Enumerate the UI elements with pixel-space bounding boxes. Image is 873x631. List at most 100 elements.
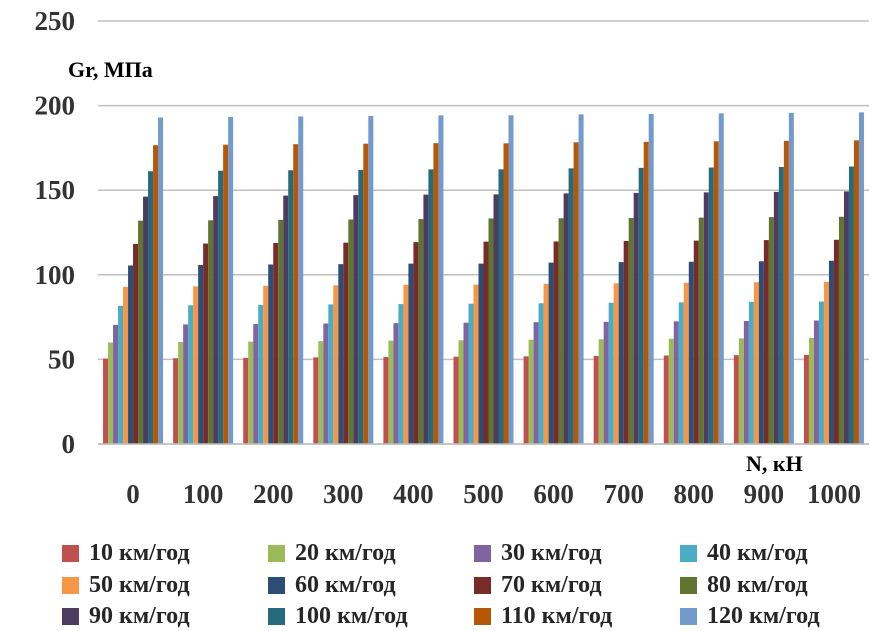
bar [128, 265, 134, 444]
bar [498, 169, 504, 444]
legend-item: 90 км/год [62, 601, 190, 631]
bar [618, 262, 624, 444]
bar [598, 339, 604, 444]
legend-swatch [268, 576, 285, 594]
bar [828, 260, 834, 444]
bar [333, 285, 339, 444]
x-tick-label: 500 [463, 479, 504, 509]
legend-item: 80 км/год [680, 570, 808, 600]
legend-swatch [680, 544, 697, 562]
legend-label: 20 км/год [295, 539, 396, 566]
bar [603, 321, 609, 444]
x-tick-label: 1000 [807, 479, 861, 509]
legend-item: 20 км/год [268, 538, 396, 568]
legend-label: 60 км/год [295, 571, 396, 598]
legend-label: 90 км/год [89, 602, 190, 629]
bar [258, 304, 264, 444]
legend-item: 60 км/год [268, 570, 396, 600]
bar [648, 113, 654, 444]
bar [268, 264, 274, 444]
bar [528, 339, 534, 444]
bar [493, 194, 499, 444]
x-axis-ticks: 0 100 200 300 400 500 600 700 800 900 1000 [126, 479, 861, 509]
bar [623, 240, 629, 444]
bar [203, 243, 209, 444]
bar [283, 195, 289, 444]
legend-swatch [680, 576, 697, 594]
legend-label: 30 км/год [501, 539, 602, 566]
bar [833, 239, 839, 444]
bar [663, 355, 669, 444]
bar [218, 170, 224, 445]
bar [643, 141, 649, 444]
legend-label: 40 км/год [707, 539, 808, 566]
bar [758, 261, 764, 444]
bar [538, 303, 544, 444]
legend-swatch [474, 576, 491, 594]
bar [543, 283, 549, 444]
legend-swatch [268, 607, 285, 625]
y-tick-label: 100 [35, 260, 76, 290]
x-tick-label: 300 [323, 479, 364, 509]
legend-label: 110 км/год [501, 602, 613, 629]
bar [108, 342, 114, 444]
bar [738, 338, 744, 444]
legend-swatch [62, 576, 79, 594]
bar [198, 264, 204, 444]
legend-item: 40 км/год [680, 538, 808, 568]
legend-label: 50 км/год [89, 571, 190, 598]
bar [698, 217, 704, 444]
bar [253, 324, 259, 444]
bar [318, 341, 324, 444]
bar [548, 262, 554, 444]
bar [453, 356, 459, 444]
bar [503, 143, 509, 444]
bar [633, 192, 639, 444]
bar [228, 116, 234, 444]
bar [708, 167, 714, 444]
x-tick-label: 900 [744, 479, 785, 509]
bar [748, 301, 754, 444]
bar [818, 301, 824, 444]
bar [673, 321, 679, 444]
bar [488, 218, 494, 444]
bar [348, 219, 354, 444]
legend-item: 110 км/год [474, 601, 612, 631]
bar [803, 354, 809, 444]
x-tick-label: 100 [183, 479, 224, 509]
bar [838, 216, 844, 444]
bar [678, 302, 684, 444]
bar [788, 112, 794, 444]
legend: 10 км/год 20 км/год 30 км/год 40 км/год 50 к… [0, 538, 873, 631]
bar [438, 115, 444, 444]
legend-swatch [474, 544, 491, 562]
legend-item: 50 км/год [62, 570, 190, 600]
bar [733, 355, 739, 444]
legend-swatch [474, 607, 491, 625]
bar [593, 356, 599, 444]
bar [688, 261, 694, 444]
bar [823, 281, 829, 444]
y-axis-title: Gr, МПа [68, 57, 153, 82]
bar [468, 303, 474, 444]
bar [293, 144, 299, 444]
bar [273, 242, 279, 444]
x-axis-title: N, кН [746, 451, 803, 476]
x-tick-label: 200 [253, 479, 294, 509]
bar [353, 195, 359, 444]
legend-label: 10 км/год [89, 539, 190, 566]
legend-item: 120 км/год [680, 601, 820, 631]
legend-item: 100 км/год [268, 601, 408, 631]
y-tick-label: 150 [35, 175, 76, 205]
bar [463, 322, 469, 444]
x-tick-label: 700 [603, 479, 644, 509]
bar [143, 196, 149, 444]
bar [178, 341, 184, 444]
legend-label: 120 км/год [707, 602, 820, 629]
bar [458, 340, 464, 444]
bar [298, 116, 304, 445]
bar [188, 305, 194, 444]
y-axis-ticks: 0 50 100 150 200 250 [35, 6, 76, 459]
bar [278, 219, 284, 444]
bar [183, 324, 189, 444]
